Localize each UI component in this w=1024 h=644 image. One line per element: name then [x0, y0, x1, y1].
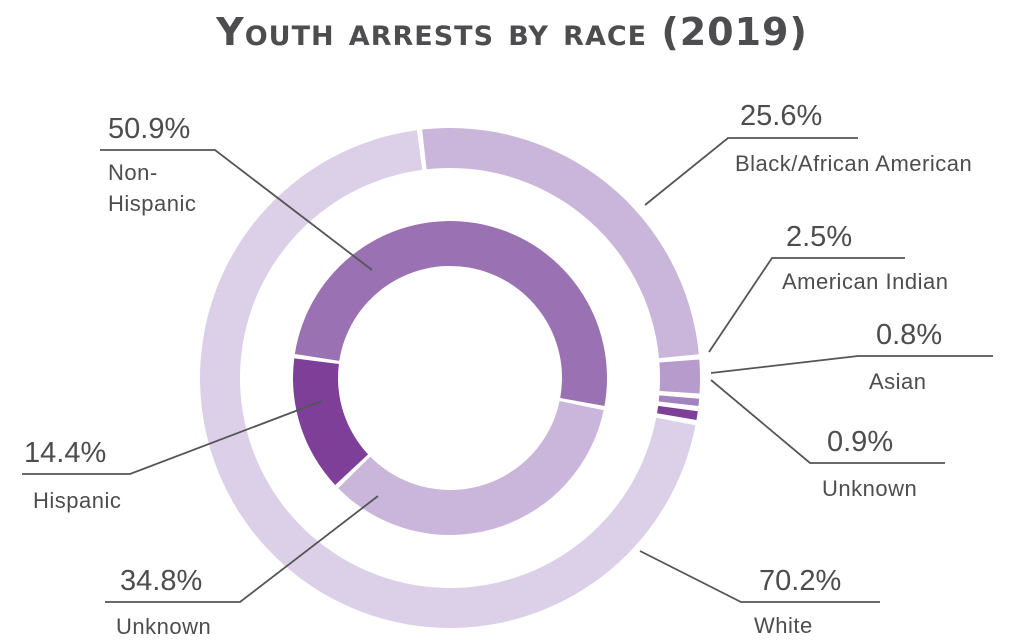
label-name-american-indian: American Indian: [782, 269, 948, 294]
slice-ethnicity-hispanic: [293, 358, 369, 486]
label-value-hispanic: 14.4%: [24, 437, 106, 469]
label-name-asian: Asian: [869, 369, 927, 394]
label-value-unknown-race: 0.9%: [827, 426, 893, 458]
label-value-unknown-eth: 34.8%: [120, 565, 202, 597]
slice-race-asian: [658, 395, 700, 407]
leader-line-hispanic: [22, 400, 323, 475]
slice-ethnicity-unknown: [338, 401, 604, 535]
label-name-unknown-race: Unknown: [822, 476, 917, 501]
outer-ring: [200, 127, 700, 629]
label-name-white: White: [754, 613, 813, 638]
leader-line-american-indian: [708, 257, 905, 353]
slice-race-american-indian: [659, 359, 700, 394]
leader-line-unknown-race: [710, 379, 945, 464]
label-name-non-hispanic-line1: Non-: [108, 160, 158, 185]
leader-line-non-hispanic: [100, 149, 373, 271]
leader-line-black: [644, 137, 858, 206]
label-name-hispanic: Hispanic: [33, 488, 121, 513]
label-name-non-hispanic-line2: Hispanic: [108, 191, 196, 216]
label-value-black: 25.6%: [740, 100, 822, 132]
slice-race-black-african-american: [422, 127, 699, 359]
leader-line-unknown-eth: [105, 495, 379, 603]
inner-ring: [293, 221, 607, 535]
leader-line-asian: [710, 355, 993, 374]
label-value-american-indian: 2.5%: [786, 221, 852, 253]
label-name-unknown-eth: Unknown: [116, 614, 211, 639]
label-value-white: 70.2%: [759, 565, 841, 597]
label-name-black: Black/African American: [735, 151, 972, 176]
slice-race-unknown: [657, 405, 698, 421]
slice-ethnicity-non-hispanic: [294, 221, 607, 406]
label-value-non-hispanic: 50.9%: [108, 113, 190, 145]
label-value-asian: 0.8%: [876, 319, 942, 351]
leader-line-white: [639, 550, 880, 603]
chart-title: Youth arrests by race (2019): [216, 10, 808, 54]
